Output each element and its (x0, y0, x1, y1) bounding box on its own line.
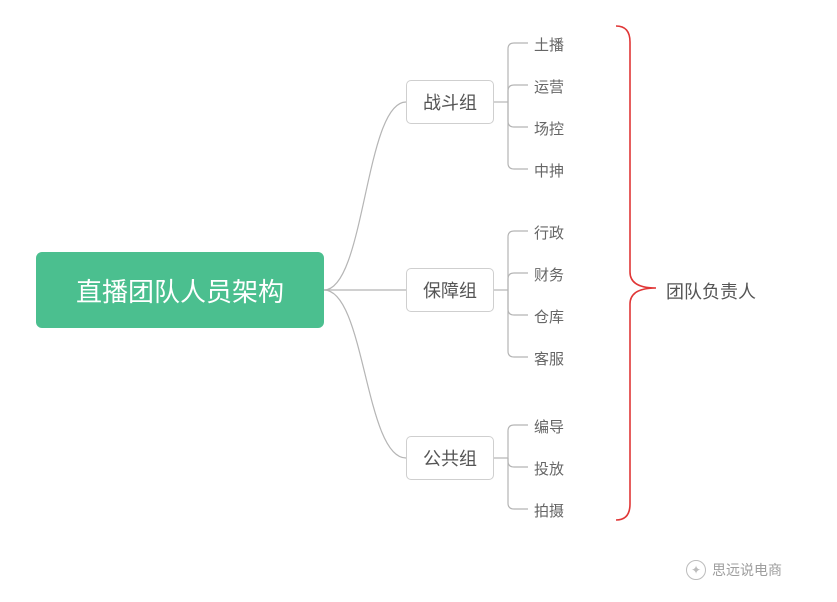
root-label: 直播团队人员架构 (76, 272, 284, 309)
leaf-node: 投放 (534, 458, 564, 479)
end-label: 团队负责人 (666, 278, 756, 304)
watermark-text: 思远说电商 (712, 560, 782, 580)
leaf-node: 中抻 (534, 160, 564, 181)
leaf-node: 土播 (534, 34, 564, 55)
leaf-label: 投放 (534, 458, 564, 479)
group-label: 保障组 (423, 277, 477, 303)
watermark: ✦ 思远说电商 (686, 560, 782, 580)
leaf-label: 仓库 (534, 306, 564, 327)
leaf-label: 中抻 (534, 160, 564, 181)
leaf-node: 运营 (534, 76, 564, 97)
leaf-label: 编导 (534, 416, 564, 437)
leaf-label: 土播 (534, 34, 564, 55)
end-node: 团队负责人 (666, 278, 756, 304)
leaf-node: 拍摄 (534, 500, 564, 521)
group-node-combat: 战斗组 (406, 80, 494, 124)
leaf-label: 行政 (534, 222, 564, 243)
leaf-node: 场控 (534, 118, 564, 139)
group-label: 公共组 (423, 445, 477, 471)
leaf-label: 运营 (534, 76, 564, 97)
leaf-label: 拍摄 (534, 500, 564, 521)
leaf-label: 场控 (534, 118, 564, 139)
leaf-node: 财务 (534, 264, 564, 285)
leaf-node: 行政 (534, 222, 564, 243)
leaf-node: 客服 (534, 348, 564, 369)
group-node-public: 公共组 (406, 436, 494, 480)
leaf-node: 仓库 (534, 306, 564, 327)
root-node: 直播团队人员架构 (36, 252, 324, 328)
wechat-icon: ✦ (686, 560, 706, 580)
leaf-node: 编导 (534, 416, 564, 437)
leaf-label: 财务 (534, 264, 564, 285)
group-label: 战斗组 (423, 89, 477, 115)
leaf-label: 客服 (534, 348, 564, 369)
group-node-support: 保障组 (406, 268, 494, 312)
